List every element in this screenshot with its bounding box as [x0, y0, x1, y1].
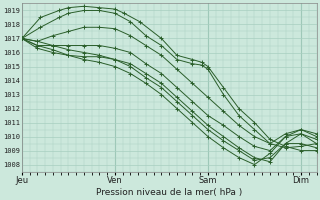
X-axis label: Pression niveau de la mer( hPa ): Pression niveau de la mer( hPa ) [96, 188, 242, 197]
